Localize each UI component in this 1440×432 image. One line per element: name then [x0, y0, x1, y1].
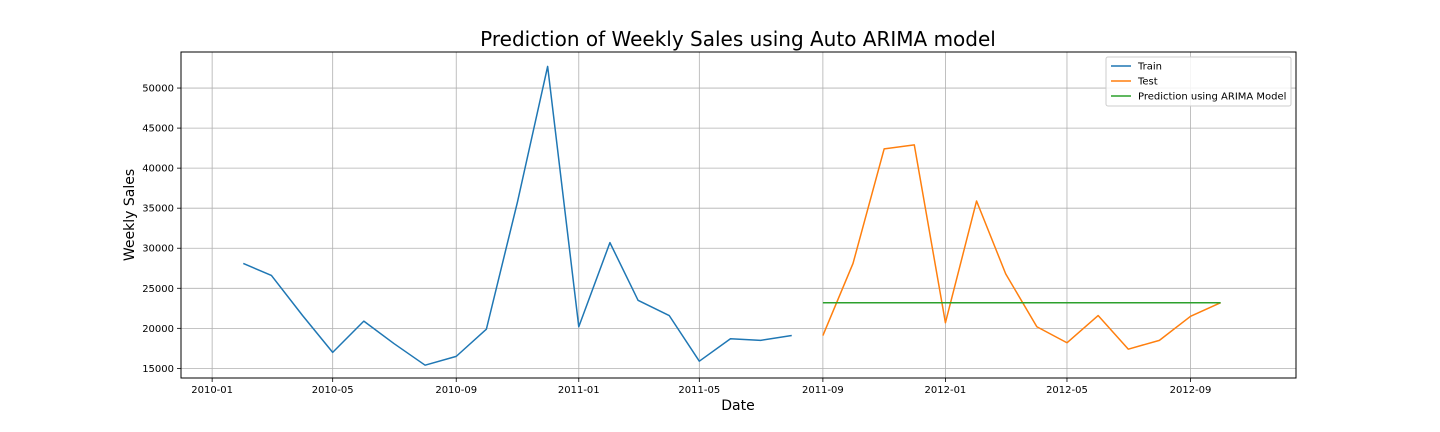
y-axis-label: Weekly Sales: [122, 169, 138, 261]
legend: Train Test Prediction using ARIMA Model: [1105, 56, 1292, 107]
x-tick-label: 2012-01: [925, 385, 967, 396]
x-tick-label: 2011-09: [802, 385, 844, 396]
x-tick-label: 2012-09: [1170, 385, 1212, 396]
series-line-test: [822, 144, 1221, 350]
series-layer: [242, 65, 1221, 366]
legend-label-prediction-using-arima-model: Prediction using ARIMA Model: [1138, 92, 1286, 103]
y-tick-label: 35000: [142, 204, 174, 215]
grid-layer: [181, 52, 1296, 378]
y-tick-label: 30000: [142, 244, 174, 255]
y-tick-label: 25000: [142, 284, 174, 295]
x-tick-label: 2010-05: [312, 385, 354, 396]
plot-area-frame: [180, 51, 1297, 379]
legend-label-train: Train: [1137, 62, 1162, 73]
legend-label-test: Test: [1137, 77, 1158, 88]
x-tick-label: 2010-01: [191, 385, 233, 396]
series-line-train: [242, 65, 792, 366]
legend-box: [1105, 56, 1292, 107]
y-tick-label: 40000: [142, 164, 174, 175]
x-tick-label: 2011-01: [558, 385, 600, 396]
tick-layer: 2010-01 2010-05 2010-09 2011-01 2011-05 2011-…: [142, 84, 1211, 396]
y-tick-label: 20000: [142, 324, 174, 335]
x-tick-label: 2011-05: [678, 385, 720, 396]
x-tick-label: 2010-09: [435, 385, 477, 396]
chart-title: Prediction of Weekly Sales using Auto AR…: [480, 27, 996, 51]
x-axis-label: Date: [721, 398, 754, 414]
y-tick-label: 45000: [142, 124, 174, 135]
x-tick-label: 2012-05: [1046, 385, 1088, 396]
y-tick-label: 15000: [142, 364, 174, 375]
y-tick-label: 50000: [142, 84, 174, 95]
